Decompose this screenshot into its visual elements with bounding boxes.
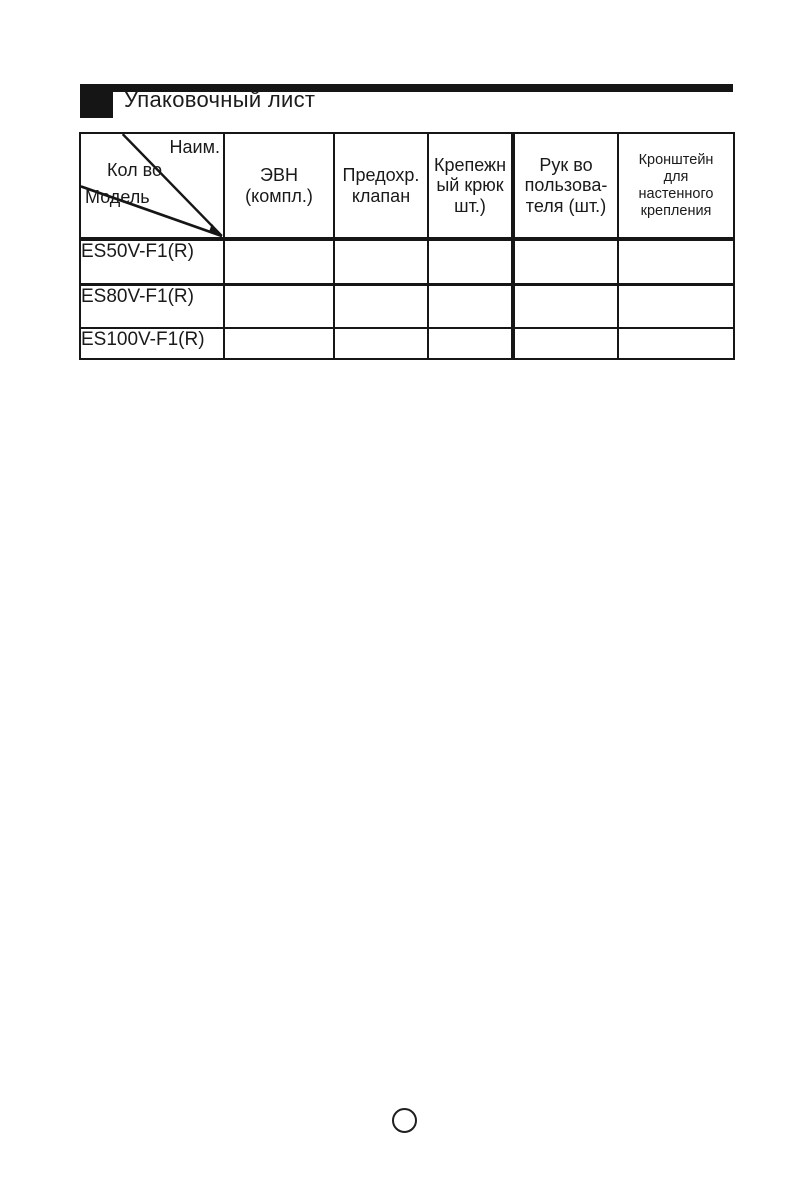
column-header-valve: Предохр. клапан [333,131,429,242]
page-number-circle-icon [392,1108,417,1133]
qty-cell [512,327,619,361]
corner-header-cell: Наим. Кол во Модель [79,131,225,242]
table-row: ES100V-F1(R) [79,327,735,361]
corner-model-label: Модель [85,187,150,207]
qty-cell [223,327,335,361]
qty-cell [223,238,335,286]
qty-cell [223,283,335,330]
qty-cell [617,238,735,286]
qty-cell [617,283,735,330]
qty-cell [333,238,429,286]
column-header-bracket: Кронштейн для настенного крепления [617,131,735,242]
qty-cell [427,238,515,286]
qty-cell [427,283,515,330]
qty-cell [512,283,619,330]
model-cell: ES80V-F1(R) [79,283,225,330]
model-cell: ES100V-F1(R) [79,327,225,361]
section-title: Упаковочный лист [124,87,316,112]
corner-qty-label: Кол во [107,160,162,180]
qty-cell [512,238,619,286]
column-header-manual: Рук во пользова- теля (шт.) [512,131,619,242]
column-header-hook: Крепежн ый крюк шт.) [427,131,515,242]
corner-diagonal-lines [82,135,222,236]
packing-list-table: Наим. Кол во Модель ЭВН (компл.) Предохр… [79,131,735,361]
section-heading-rule [80,84,733,92]
table-row: ES50V-F1(R) [79,238,735,286]
column-header-evn: ЭВН (компл.) [223,131,335,242]
section-heading-square [80,84,113,118]
qty-cell [333,327,429,361]
corner-name-label: Наим. [169,137,220,157]
qty-cell [617,327,735,361]
qty-cell [333,283,429,330]
qty-cell [427,327,515,361]
model-cell: ES50V-F1(R) [79,238,225,286]
table-row: ES80V-F1(R) [79,283,735,330]
corner-arrowhead-icon [208,223,222,236]
